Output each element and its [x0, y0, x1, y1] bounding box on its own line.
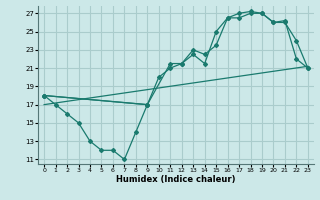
X-axis label: Humidex (Indice chaleur): Humidex (Indice chaleur)	[116, 175, 236, 184]
